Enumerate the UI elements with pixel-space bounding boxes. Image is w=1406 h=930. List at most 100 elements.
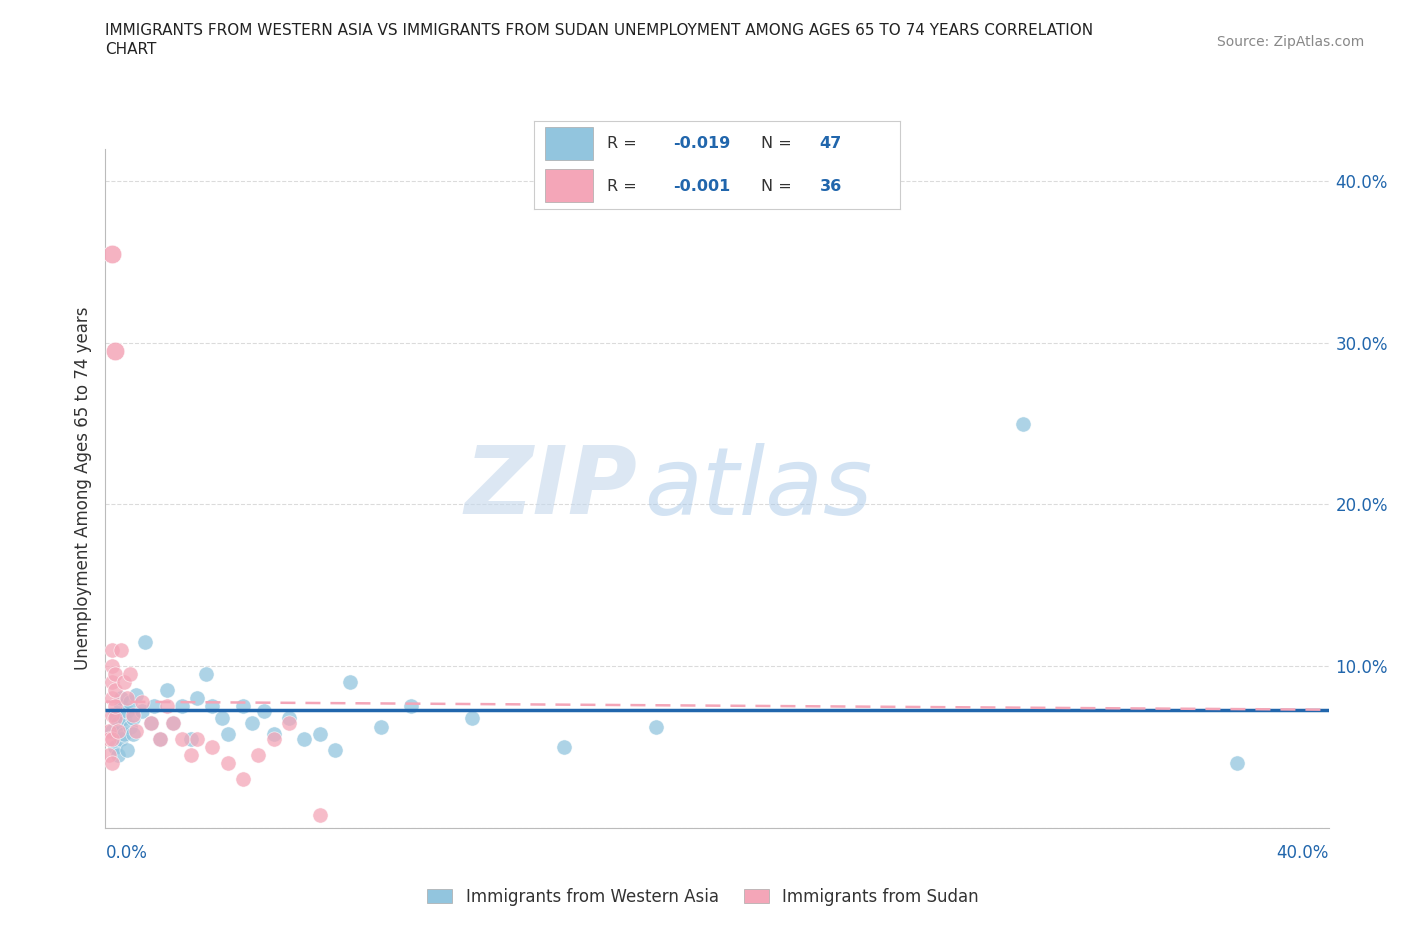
Point xyxy=(162,715,184,730)
Point xyxy=(186,691,208,706)
Point xyxy=(122,726,145,741)
Point xyxy=(278,711,301,725)
Text: N =: N = xyxy=(761,136,797,151)
Text: CHART: CHART xyxy=(105,42,157,57)
Point xyxy=(110,731,132,746)
Point xyxy=(122,707,145,722)
Point xyxy=(323,743,346,758)
Point xyxy=(155,699,177,714)
Point xyxy=(118,720,141,735)
Point xyxy=(1011,416,1033,431)
Point xyxy=(104,711,127,725)
Point xyxy=(155,683,177,698)
Point xyxy=(104,667,127,682)
Text: IMMIGRANTS FROM WESTERN ASIA VS IMMIGRANTS FROM SUDAN UNEMPLOYMENT AMONG AGES 65: IMMIGRANTS FROM WESTERN ASIA VS IMMIGRAN… xyxy=(105,23,1094,38)
Point xyxy=(100,731,122,746)
Text: 36: 36 xyxy=(820,179,842,194)
Text: -0.001: -0.001 xyxy=(673,179,731,194)
Point xyxy=(201,699,224,714)
Point xyxy=(112,675,135,690)
Point xyxy=(149,731,172,746)
Point xyxy=(100,691,122,706)
Point xyxy=(131,694,153,709)
Text: 40.0%: 40.0% xyxy=(1277,844,1329,861)
Point xyxy=(131,704,153,719)
Point xyxy=(97,724,120,738)
Point xyxy=(180,731,202,746)
Point xyxy=(115,743,138,758)
Legend: Immigrants from Western Asia, Immigrants from Sudan: Immigrants from Western Asia, Immigrants… xyxy=(420,881,986,912)
Point xyxy=(115,704,138,719)
Point xyxy=(308,807,330,822)
Point xyxy=(162,715,184,730)
Point xyxy=(122,711,145,725)
Point xyxy=(263,726,285,741)
Point xyxy=(195,667,218,682)
Point xyxy=(100,675,122,690)
Point xyxy=(232,772,254,787)
Point xyxy=(141,715,163,730)
Text: R =: R = xyxy=(607,136,643,151)
Point xyxy=(217,755,239,770)
Point xyxy=(100,658,122,673)
Point xyxy=(97,731,120,746)
Point xyxy=(125,687,148,702)
Point xyxy=(112,711,135,725)
Text: Source: ZipAtlas.com: Source: ZipAtlas.com xyxy=(1216,35,1364,49)
Point xyxy=(240,715,263,730)
Text: -0.019: -0.019 xyxy=(673,136,731,151)
Point xyxy=(97,748,120,763)
Point xyxy=(112,726,135,741)
Point xyxy=(170,731,193,746)
Point xyxy=(100,755,122,770)
Point xyxy=(115,691,138,706)
Text: N =: N = xyxy=(761,179,797,194)
Point xyxy=(180,748,202,763)
Point xyxy=(461,711,484,725)
Point xyxy=(401,699,423,714)
Point xyxy=(201,739,224,754)
Point xyxy=(247,748,270,763)
Point xyxy=(339,675,361,690)
Text: ZIP: ZIP xyxy=(464,443,637,534)
Point xyxy=(110,643,132,658)
Point xyxy=(104,683,127,698)
Point xyxy=(110,699,132,714)
Text: atlas: atlas xyxy=(644,443,872,534)
Point xyxy=(263,731,285,746)
Point xyxy=(104,343,127,358)
Point xyxy=(553,739,575,754)
FancyBboxPatch shape xyxy=(546,169,593,202)
FancyBboxPatch shape xyxy=(546,127,593,160)
Point xyxy=(107,748,129,763)
Point xyxy=(186,731,208,746)
Point xyxy=(104,699,127,714)
Point xyxy=(170,699,193,714)
Text: R =: R = xyxy=(607,179,643,194)
Point xyxy=(100,246,122,261)
Text: 47: 47 xyxy=(820,136,842,151)
Point xyxy=(149,731,172,746)
Point xyxy=(278,715,301,730)
Point xyxy=(217,726,239,741)
Point xyxy=(110,691,132,706)
Point xyxy=(644,720,666,735)
Point xyxy=(118,694,141,709)
Point xyxy=(104,707,127,722)
Point xyxy=(232,699,254,714)
Point xyxy=(100,707,122,722)
Y-axis label: Unemployment Among Ages 65 to 74 years: Unemployment Among Ages 65 to 74 years xyxy=(75,307,93,670)
Point xyxy=(292,731,315,746)
Point xyxy=(104,739,127,754)
Point xyxy=(308,726,330,741)
Point xyxy=(253,704,276,719)
Point xyxy=(141,715,163,730)
Point xyxy=(211,711,233,725)
Point xyxy=(1226,755,1249,770)
Point xyxy=(107,715,129,730)
Point xyxy=(118,667,141,682)
Point xyxy=(370,720,392,735)
Point xyxy=(143,699,166,714)
Text: 0.0%: 0.0% xyxy=(105,844,148,861)
Point xyxy=(107,724,129,738)
